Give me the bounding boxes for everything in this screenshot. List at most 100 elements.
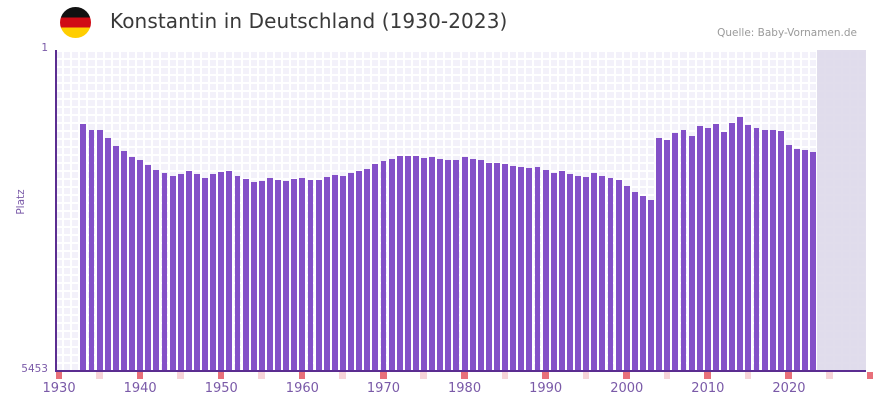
x-tick-minor [582, 372, 590, 379]
bar [461, 157, 468, 370]
german-flag-icon [60, 7, 91, 38]
y-axis-bottom-label: 5453 [21, 363, 48, 375]
bar [583, 177, 590, 370]
bar [794, 148, 801, 370]
bar [558, 171, 565, 370]
bar [307, 180, 314, 370]
bar [331, 174, 338, 370]
x-axis-label: 1990 [529, 381, 563, 396]
bar [526, 167, 533, 370]
x-axis-label: 1980 [448, 381, 482, 396]
bar [810, 152, 817, 370]
bar [210, 174, 217, 370]
bar [510, 165, 517, 370]
bar [283, 180, 290, 370]
bar [753, 128, 760, 370]
bar [769, 130, 776, 370]
bar [696, 125, 703, 370]
bar [445, 159, 452, 370]
bar [656, 137, 663, 370]
bar [348, 173, 354, 370]
bar [137, 160, 144, 370]
bar [437, 159, 444, 370]
bar [266, 178, 273, 370]
x-tick-major [379, 372, 387, 379]
x-tick-major [542, 372, 549, 379]
bar [477, 160, 484, 370]
bar [737, 116, 744, 370]
x-tick-minor [339, 372, 346, 379]
x-tick-major [136, 372, 144, 379]
bar [485, 162, 492, 370]
horizontal-gridlines [55, 50, 866, 370]
bar [372, 164, 379, 370]
page-title: Konstantin in Deutschland (1930-2023) [110, 9, 508, 33]
x-axis-label: 2000 [610, 381, 644, 396]
x-axis-label: 1940 [123, 381, 157, 396]
x-tick-major [866, 372, 873, 379]
bar [631, 191, 638, 370]
bar [721, 131, 728, 370]
bar [688, 136, 695, 370]
bar [275, 180, 281, 370]
bar [202, 177, 208, 370]
x-tick-minor [663, 372, 671, 379]
bar [729, 122, 736, 370]
bar [421, 157, 427, 370]
bar [640, 195, 646, 370]
bar [664, 140, 671, 370]
bar [786, 145, 792, 370]
x-tick-major [461, 372, 468, 379]
bar [356, 170, 363, 370]
bar [502, 164, 509, 370]
bar [234, 176, 241, 370]
bar [542, 170, 549, 370]
bar [258, 180, 265, 370]
x-tick-minor [258, 372, 265, 379]
x-tick-major [785, 372, 792, 379]
bar [802, 149, 809, 370]
x-axis-label: 2010 [691, 381, 725, 396]
x-axis-label: 1960 [285, 381, 319, 396]
bar [380, 161, 387, 370]
bar [567, 174, 573, 370]
x-tick-minor [825, 372, 833, 379]
bar [429, 157, 436, 370]
bar [250, 182, 257, 370]
bar [112, 146, 119, 370]
bar [777, 130, 784, 370]
x-axis-ticks [55, 372, 873, 379]
bar [88, 130, 95, 370]
bar [299, 178, 306, 370]
bar [226, 170, 233, 370]
x-axis-label: 1950 [204, 381, 238, 396]
bar [648, 200, 655, 370]
plot-area [55, 50, 866, 370]
bar [591, 173, 598, 370]
bar [364, 169, 371, 370]
x-tick-major [298, 372, 306, 379]
x-tick-minor [744, 372, 752, 379]
bar [218, 172, 225, 370]
bar [388, 159, 395, 370]
x-axis-line [55, 370, 866, 372]
bar [120, 150, 127, 370]
bar [404, 155, 411, 370]
bar [339, 175, 346, 370]
bar [623, 186, 630, 370]
x-axis-label: 1930 [42, 381, 76, 396]
bar [575, 176, 582, 370]
bar [185, 170, 192, 370]
bar [534, 167, 541, 370]
x-tick-minor [420, 372, 428, 379]
x-axis-label: 1970 [366, 381, 400, 396]
bar [80, 123, 87, 370]
bar [469, 158, 476, 370]
bar [145, 164, 152, 370]
chart-header: Konstantin in Deutschland (1930-2023) Qu… [0, 0, 873, 44]
bar [518, 167, 525, 370]
bar [177, 173, 184, 370]
bar [104, 137, 111, 370]
bar [161, 172, 168, 370]
bar [672, 133, 679, 370]
